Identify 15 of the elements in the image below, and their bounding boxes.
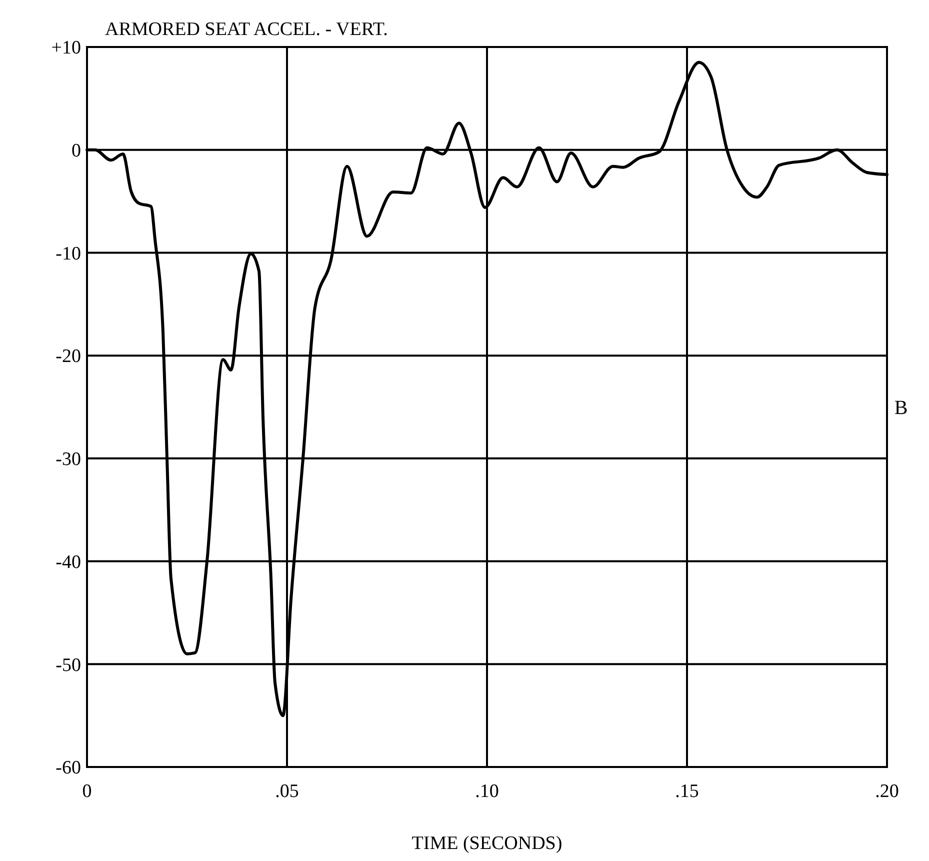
y-tick-label: -10 (56, 243, 81, 264)
x-tick-label: .10 (475, 781, 499, 802)
x-tick-label: .05 (275, 781, 299, 802)
x-tick-label: .20 (875, 781, 899, 802)
x-axis-title: TIME (SECONDS) (412, 833, 562, 854)
y-tick-label: -30 (56, 449, 81, 470)
y-tick-label: -60 (56, 758, 81, 779)
y-tick-label: -40 (56, 552, 81, 573)
y-tick-label: -20 (56, 346, 81, 368)
text: B (894, 397, 908, 419)
chart-title: ARMORED SEAT ACCEL. - VERT. (105, 19, 388, 40)
y-tick-label: -50 (56, 654, 81, 676)
y-tick-label: +10 (51, 38, 81, 59)
x-tick-label: .15 (675, 781, 699, 802)
y-tick-label: 0 (72, 140, 81, 162)
